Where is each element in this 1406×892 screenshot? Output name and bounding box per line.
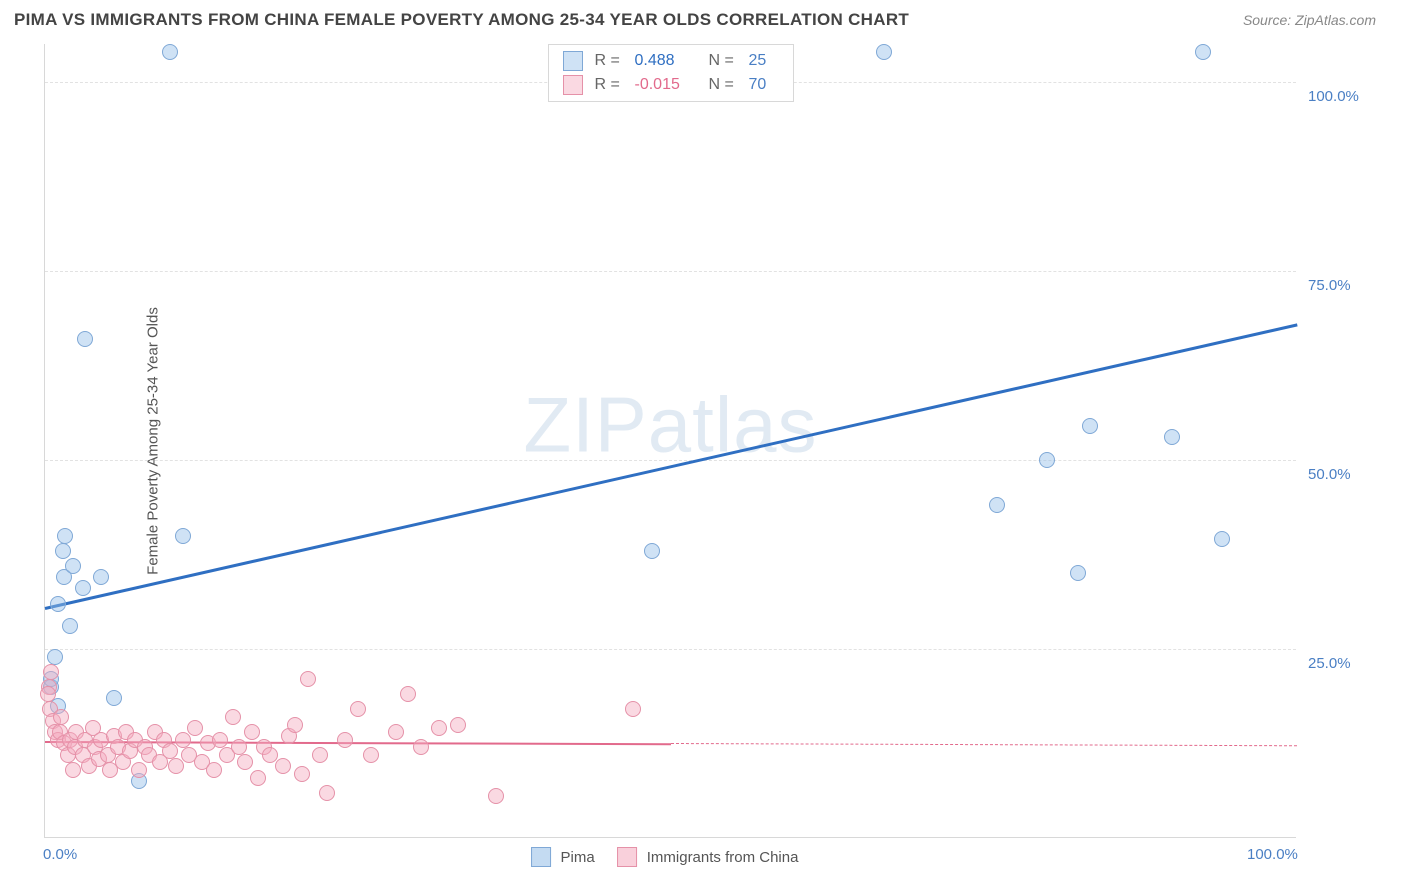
data-point xyxy=(55,543,71,559)
corr-n-value: 70 xyxy=(749,76,779,94)
y-tick-label: 75.0% xyxy=(1308,277,1388,294)
gridline xyxy=(45,649,1296,650)
data-point xyxy=(388,724,404,740)
data-point xyxy=(294,766,310,782)
data-point xyxy=(989,497,1005,513)
data-point xyxy=(162,44,178,60)
y-tick-label: 100.0% xyxy=(1308,88,1388,105)
corr-n-value: 25 xyxy=(749,52,779,70)
data-point xyxy=(350,701,366,717)
data-point xyxy=(175,528,191,544)
data-point xyxy=(413,739,429,755)
data-point xyxy=(300,671,316,687)
data-point xyxy=(450,717,466,733)
watermark-part2: atlas xyxy=(648,380,818,468)
data-point xyxy=(62,618,78,634)
watermark-part1: ZIP xyxy=(523,380,647,468)
corr-r-label: R = xyxy=(595,52,623,70)
y-axis-title: Female Poverty Among 25-34 Year Olds xyxy=(144,307,161,575)
data-point xyxy=(53,709,69,725)
legend-label: Pima xyxy=(561,849,595,866)
corr-r-value: -0.015 xyxy=(635,76,697,94)
data-point xyxy=(431,720,447,736)
trend-line xyxy=(45,324,1298,610)
data-point xyxy=(212,732,228,748)
x-tick-label: 100.0% xyxy=(1247,846,1298,863)
data-point xyxy=(162,743,178,759)
x-tick-label: 0.0% xyxy=(43,846,77,863)
data-point xyxy=(206,762,222,778)
watermark: ZIPatlas xyxy=(523,379,817,470)
correlation-row: R = 0.488 N = 25 xyxy=(563,49,779,73)
data-point xyxy=(400,686,416,702)
chart-source: Source: ZipAtlas.com xyxy=(1243,12,1376,28)
data-point xyxy=(363,747,379,763)
chart-title: PIMA VS IMMIGRANTS FROM CHINA FEMALE POV… xyxy=(14,10,909,30)
data-point xyxy=(187,720,203,736)
data-point xyxy=(131,762,147,778)
data-point xyxy=(77,331,93,347)
data-point xyxy=(168,758,184,774)
data-point xyxy=(40,686,56,702)
data-point xyxy=(312,747,328,763)
data-point xyxy=(244,724,260,740)
correlation-box: R = 0.488 N = 25 R = -0.015 N = 70 xyxy=(548,44,794,102)
gridline xyxy=(45,271,1296,272)
corr-n-label: N = xyxy=(709,76,737,94)
correlation-row: R = -0.015 N = 70 xyxy=(563,73,779,97)
data-point xyxy=(237,754,253,770)
chart-plot-area: Female Poverty Among 25-34 Year Olds ZIP… xyxy=(44,44,1296,838)
data-point xyxy=(75,580,91,596)
data-point xyxy=(876,44,892,60)
y-tick-label: 50.0% xyxy=(1308,466,1388,483)
data-point xyxy=(231,739,247,755)
data-point xyxy=(488,788,504,804)
data-point xyxy=(93,569,109,585)
data-point xyxy=(625,701,641,717)
trend-line-dashed xyxy=(671,743,1297,746)
chart-header: PIMA VS IMMIGRANTS FROM CHINA FEMALE POV… xyxy=(0,0,1406,38)
data-point xyxy=(1082,418,1098,434)
y-tick-label: 25.0% xyxy=(1308,655,1388,672)
data-point xyxy=(644,543,660,559)
data-point xyxy=(1195,44,1211,60)
data-point xyxy=(1039,452,1055,468)
legend: Pima Immigrants from China xyxy=(531,847,811,867)
corr-r-value: 0.488 xyxy=(635,52,697,70)
data-point xyxy=(65,558,81,574)
corr-r-label: R = xyxy=(595,76,623,94)
data-point xyxy=(50,596,66,612)
series-swatch xyxy=(563,75,583,95)
legend-swatch xyxy=(617,847,637,867)
data-point xyxy=(47,649,63,665)
corr-n-label: N = xyxy=(709,52,737,70)
data-point xyxy=(106,690,122,706)
data-point xyxy=(43,664,59,680)
legend-swatch xyxy=(531,847,551,867)
data-point xyxy=(287,717,303,733)
legend-label: Immigrants from China xyxy=(647,849,799,866)
data-point xyxy=(1164,429,1180,445)
data-point xyxy=(225,709,241,725)
series-swatch xyxy=(563,51,583,71)
data-point xyxy=(57,528,73,544)
data-point xyxy=(1070,565,1086,581)
gridline xyxy=(45,460,1296,461)
data-point xyxy=(250,770,266,786)
data-point xyxy=(175,732,191,748)
data-point xyxy=(319,785,335,801)
data-point xyxy=(337,732,353,748)
data-point xyxy=(275,758,291,774)
data-point xyxy=(65,762,81,778)
data-point xyxy=(1214,531,1230,547)
